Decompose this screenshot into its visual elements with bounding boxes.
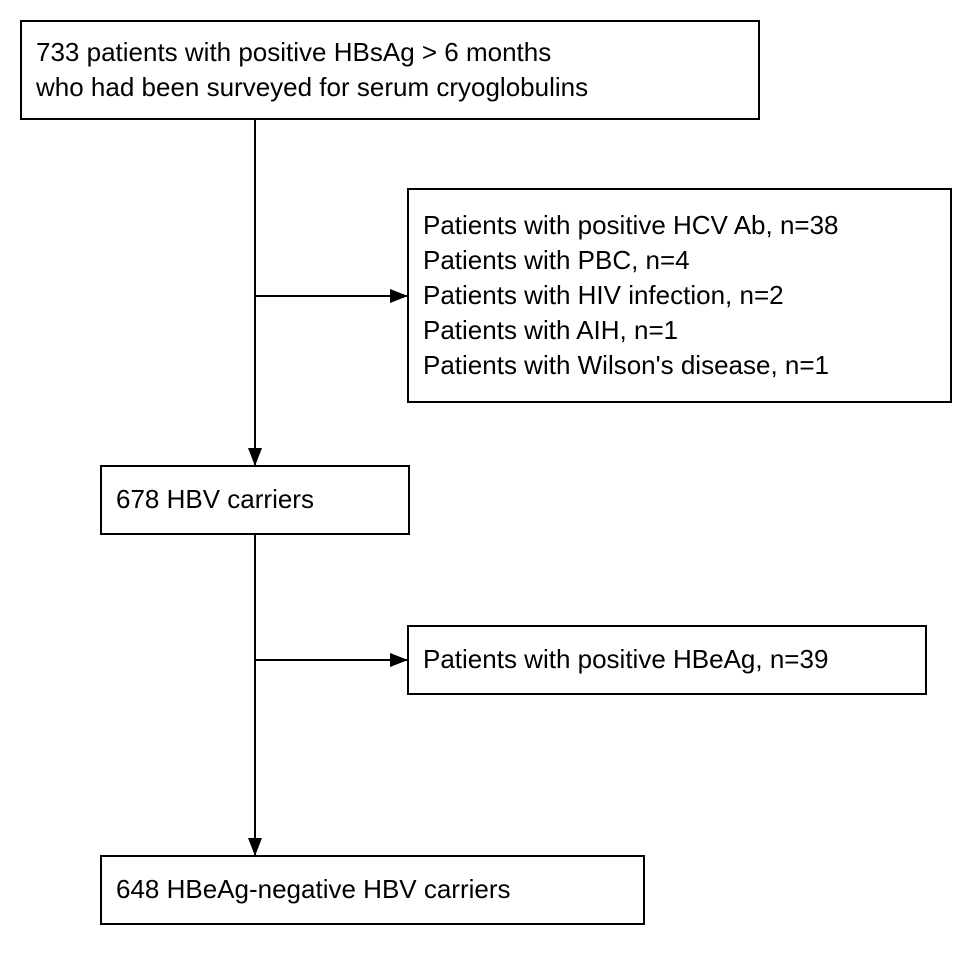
node-text: Patients with AIH, n=1 bbox=[423, 313, 936, 348]
node-text: Patients with PBC, n=4 bbox=[423, 243, 936, 278]
flowchart-node-start: 733 patients with positive HBsAg > 6 mon… bbox=[20, 20, 760, 120]
node-text: 678 HBV carriers bbox=[116, 482, 394, 517]
node-text: who had been surveyed for serum cryoglob… bbox=[36, 70, 744, 105]
node-text: Patients with Wilson's disease, n=1 bbox=[423, 348, 936, 383]
flowchart-canvas: 733 patients with positive HBsAg > 6 mon… bbox=[0, 0, 970, 964]
node-text: Patients with positive HBeAg, n=39 bbox=[423, 642, 911, 677]
node-text: 648 HBeAg-negative HBV carriers bbox=[116, 872, 629, 907]
node-text: 733 patients with positive HBsAg > 6 mon… bbox=[36, 35, 744, 70]
flowchart-node-exclusion-2: Patients with positive HBeAg, n=39 bbox=[407, 625, 927, 695]
flowchart-node-exclusion-1: Patients with positive HCV Ab, n=38 Pati… bbox=[407, 188, 952, 403]
node-text: Patients with HIV infection, n=2 bbox=[423, 278, 936, 313]
flowchart-node-final: 648 HBeAg-negative HBV carriers bbox=[100, 855, 645, 925]
node-text: Patients with positive HCV Ab, n=38 bbox=[423, 208, 936, 243]
flowchart-node-hbv: 678 HBV carriers bbox=[100, 465, 410, 535]
